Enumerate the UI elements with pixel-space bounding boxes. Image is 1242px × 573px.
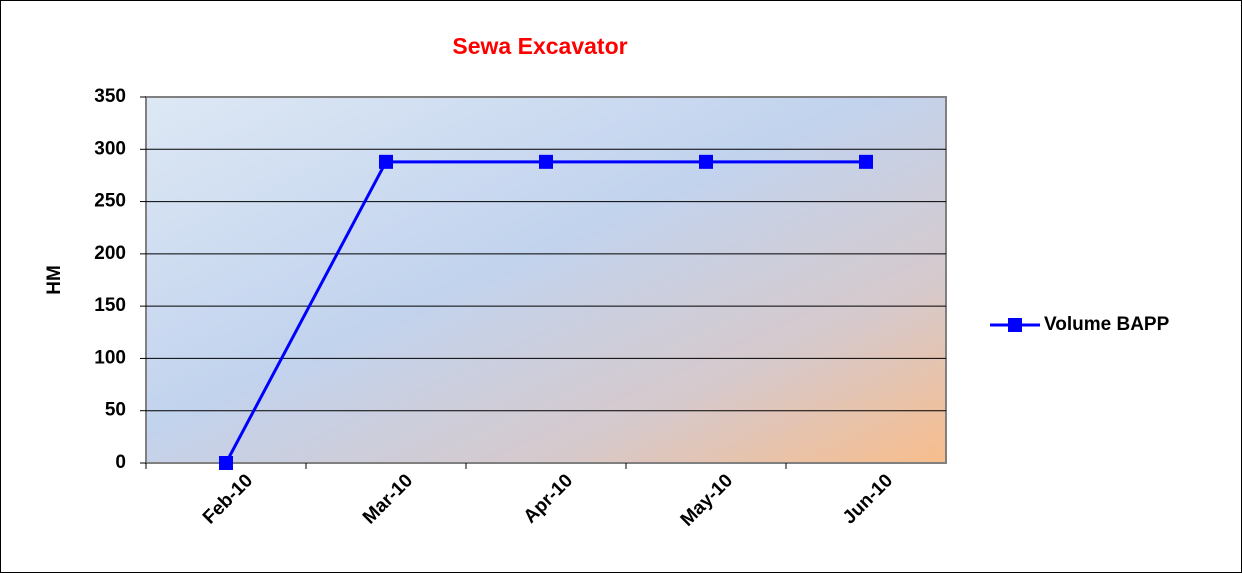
- y-tick-label: 50: [105, 400, 126, 421]
- marker: [699, 154, 713, 169]
- y-tick-label: 150: [94, 295, 126, 316]
- y-axis-label: HM: [44, 265, 65, 295]
- marker: [379, 154, 393, 169]
- plot-area: [145, 96, 947, 464]
- marker: [859, 154, 873, 169]
- y-tick-label: 200: [94, 243, 126, 264]
- y-tick-label: 300: [94, 138, 126, 159]
- y-tick-label: 100: [94, 347, 126, 368]
- marker: [539, 154, 553, 169]
- legend-label: Volume BAPP: [1044, 314, 1170, 335]
- chart-title: Sewa Excavator: [452, 33, 627, 59]
- y-tick-label: 250: [94, 191, 126, 212]
- y-tick-label: 350: [94, 86, 126, 107]
- y-tick-label: 0: [115, 452, 126, 473]
- legend-marker: [1008, 318, 1022, 332]
- marker: [219, 456, 233, 470]
